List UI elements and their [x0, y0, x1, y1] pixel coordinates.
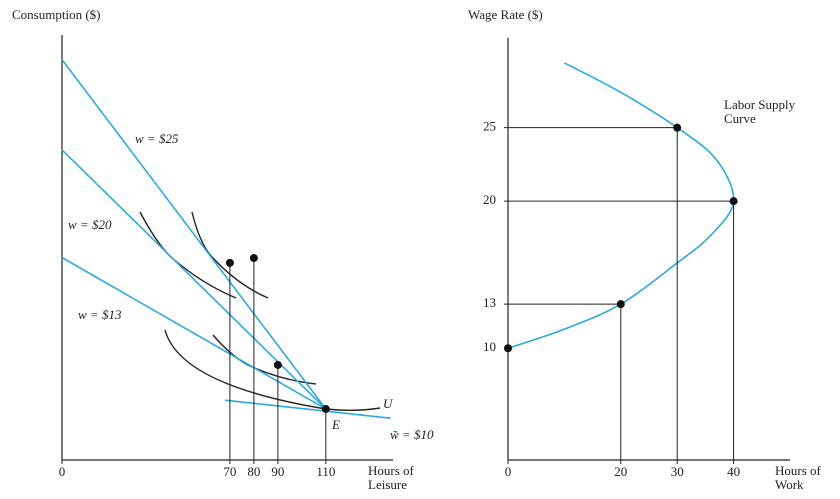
y-tick-label: 20 — [483, 192, 496, 207]
y-tick-label: 13 — [483, 295, 496, 310]
series-label: w̃ = $10 — [390, 428, 433, 442]
x-tick-label: 0 — [505, 464, 512, 479]
curve — [62, 60, 326, 409]
point — [504, 344, 512, 352]
x-tick-label: 90 — [271, 464, 284, 479]
point — [250, 254, 258, 262]
series-label: w = $20 — [68, 218, 111, 232]
x-tick-label: 80 — [247, 464, 260, 479]
point — [617, 300, 625, 308]
series-label: w = $13 — [78, 308, 121, 322]
figure: 0 70 80 90 110 0 20 30 40 10 13 20 25 Consumption ($… — [0, 0, 840, 499]
y-axis-label: Wage Rate ($) — [468, 8, 543, 22]
curve — [62, 150, 326, 409]
point — [322, 405, 330, 413]
chart: 0 70 80 90 110 0 20 30 40 10 13 20 25 — [0, 0, 840, 499]
x-axis-label: Hours of Leisure — [368, 464, 430, 492]
point — [673, 124, 681, 132]
point — [730, 197, 738, 205]
x-axis-label: Hours of Work — [775, 464, 837, 492]
point-label: E — [332, 418, 340, 432]
indifference-curve — [165, 330, 380, 410]
y-tick-label: 25 — [483, 119, 496, 134]
y-tick-label: 10 — [483, 339, 496, 354]
x-tick-label: 20 — [614, 464, 627, 479]
series-label: w = $25 — [135, 132, 178, 146]
point — [274, 361, 282, 369]
y-axis-label: Consumption ($) — [12, 8, 100, 22]
curve-label: U — [383, 397, 392, 411]
indifference-curves — [140, 212, 380, 410]
indifference-curve — [140, 212, 236, 298]
x-tick-label: 30 — [671, 464, 684, 479]
point — [226, 259, 234, 267]
x-tick-label: 0 — [59, 464, 66, 479]
curve-label: Labor Supply Curve — [724, 98, 824, 126]
x-tick-label: 40 — [727, 464, 740, 479]
x-tick-label: 70 — [223, 464, 236, 479]
x-tick-label: 110 — [316, 464, 335, 479]
